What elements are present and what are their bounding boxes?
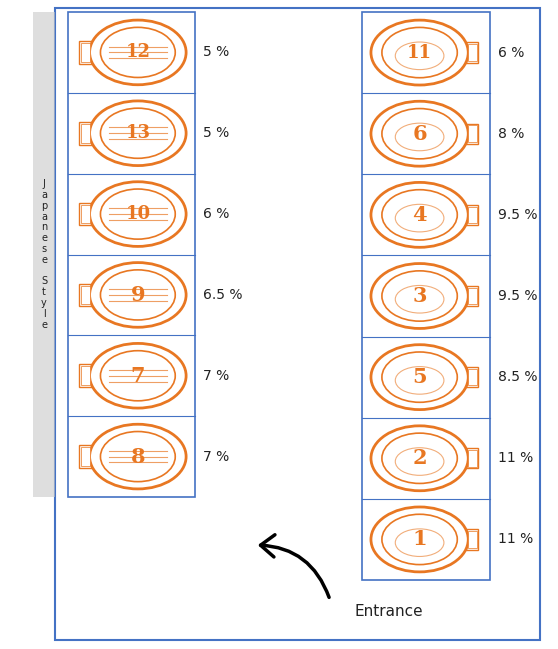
Ellipse shape (371, 263, 468, 328)
Text: 7: 7 (131, 366, 145, 386)
Text: 6 %: 6 % (498, 45, 525, 60)
Ellipse shape (371, 426, 468, 491)
Text: 7 %: 7 % (203, 450, 229, 463)
Text: 6: 6 (412, 124, 427, 143)
Bar (468, 44, 477, 61)
Bar (81, 204, 90, 223)
Bar (468, 450, 477, 467)
Text: 6.5 %: 6.5 % (203, 288, 243, 302)
Bar (468, 125, 477, 142)
Text: 10: 10 (126, 205, 151, 223)
Text: 3: 3 (412, 286, 427, 306)
Ellipse shape (371, 182, 468, 247)
Bar (79, 202, 92, 225)
Ellipse shape (382, 352, 458, 402)
Ellipse shape (395, 123, 444, 151)
Text: 1: 1 (412, 530, 427, 550)
Text: 5 %: 5 % (203, 45, 229, 60)
Bar (81, 124, 90, 143)
Ellipse shape (382, 271, 458, 321)
Bar (81, 43, 90, 62)
Ellipse shape (382, 433, 458, 484)
Ellipse shape (90, 343, 186, 408)
Text: 4: 4 (412, 205, 427, 225)
Bar (79, 284, 92, 306)
Bar (81, 447, 90, 466)
Bar (33, 12, 55, 497)
Bar (55, 8, 540, 640)
Bar (468, 288, 477, 304)
Bar (466, 448, 478, 469)
Ellipse shape (395, 367, 444, 394)
Ellipse shape (100, 350, 175, 401)
Bar (362, 12, 490, 580)
Text: 2: 2 (412, 448, 427, 469)
Ellipse shape (100, 27, 175, 77)
Text: 8: 8 (131, 447, 145, 467)
Text: 12: 12 (126, 43, 150, 62)
Text: 5: 5 (412, 367, 427, 387)
Bar (81, 286, 90, 304)
Bar (468, 206, 477, 223)
Text: 9.5 %: 9.5 % (498, 208, 537, 222)
Ellipse shape (100, 432, 175, 482)
Ellipse shape (395, 286, 444, 313)
Text: 5 %: 5 % (203, 127, 229, 140)
Bar (79, 122, 92, 145)
Ellipse shape (90, 182, 186, 247)
Text: 8 %: 8 % (498, 127, 525, 141)
Bar (466, 204, 478, 225)
Ellipse shape (371, 345, 468, 410)
Text: 6 %: 6 % (203, 207, 229, 221)
Text: 11 %: 11 % (498, 532, 533, 546)
Ellipse shape (100, 270, 175, 320)
Ellipse shape (90, 20, 186, 85)
Text: 11 %: 11 % (498, 451, 533, 465)
Text: 9.5 %: 9.5 % (498, 289, 537, 303)
Text: 7 %: 7 % (203, 369, 229, 383)
Ellipse shape (90, 263, 186, 327)
Ellipse shape (90, 424, 186, 489)
Bar (466, 42, 478, 63)
Ellipse shape (395, 529, 444, 556)
Text: 11: 11 (407, 43, 432, 62)
Bar (79, 445, 92, 468)
Ellipse shape (100, 189, 175, 239)
Bar (79, 365, 92, 387)
Bar (68, 12, 195, 497)
Ellipse shape (382, 514, 458, 565)
Ellipse shape (382, 108, 458, 159)
Bar (466, 367, 478, 387)
Ellipse shape (395, 204, 444, 232)
Text: 13: 13 (126, 124, 150, 142)
Bar (81, 366, 90, 385)
Ellipse shape (371, 507, 468, 572)
Bar (466, 530, 478, 550)
Bar (466, 286, 478, 306)
Text: J
a
p
a
n
e
s
e
 
S
t
y
l
e: J a p a n e s e S t y l e (41, 179, 47, 330)
Ellipse shape (382, 27, 458, 78)
Ellipse shape (371, 101, 468, 166)
Ellipse shape (100, 108, 175, 158)
Ellipse shape (395, 448, 444, 475)
Bar (468, 531, 477, 548)
FancyArrowPatch shape (261, 535, 329, 597)
Ellipse shape (395, 42, 444, 69)
Ellipse shape (371, 20, 468, 85)
Text: 9: 9 (131, 285, 145, 305)
Bar (466, 123, 478, 144)
Bar (468, 369, 477, 386)
Ellipse shape (90, 101, 186, 165)
Text: Entrance: Entrance (355, 604, 424, 620)
Ellipse shape (382, 190, 458, 240)
Bar (79, 41, 92, 64)
Text: 8.5 %: 8.5 % (498, 370, 537, 384)
